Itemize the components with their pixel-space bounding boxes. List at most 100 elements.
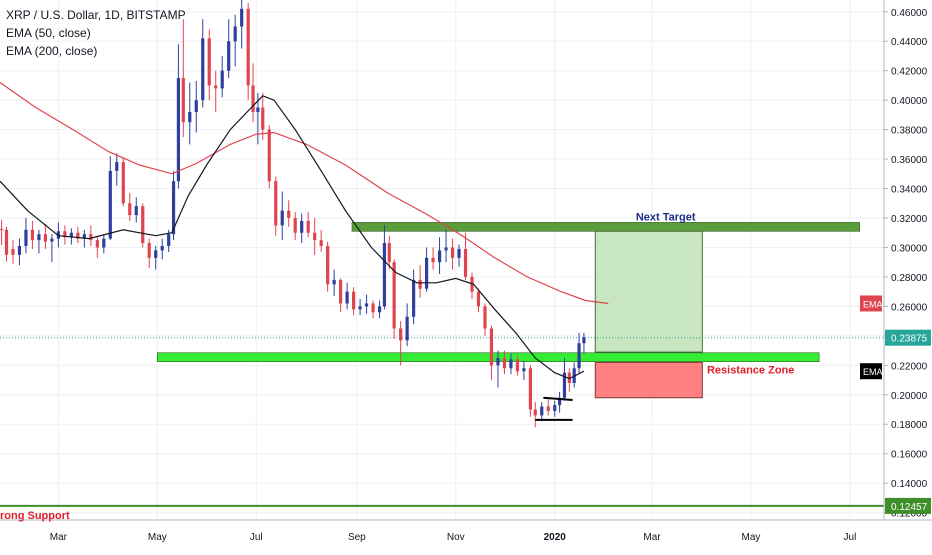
candle-body	[567, 372, 571, 384]
ema-lines	[0, 82, 609, 380]
candle-body	[280, 210, 284, 226]
candle-body	[214, 85, 218, 89]
price-tick-label: 0.34000	[891, 185, 928, 196]
time-tick-label: Mar	[50, 532, 68, 543]
candle-body	[176, 78, 181, 182]
candle-body	[246, 8, 250, 86]
time-tick-label: 2020	[544, 532, 567, 543]
next-target-band	[351, 222, 860, 232]
candle-body	[358, 306, 362, 310]
candle-body	[418, 279, 422, 289]
candle-body	[577, 343, 581, 369]
candle-body	[412, 279, 416, 317]
candle-body	[207, 38, 211, 86]
candle-body	[43, 234, 48, 242]
candle-body	[463, 248, 468, 277]
candle-body	[181, 78, 185, 123]
price-tick-label: 0.22000	[891, 361, 928, 372]
time-tick-label: Sep	[348, 532, 366, 543]
candle-body	[0, 229, 4, 231]
price-axis[interactable]: 0.46000 0.44000 0.42000 0.40000 0.38000 0.360…	[860, 0, 932, 520]
candle-body	[267, 129, 271, 182]
resistance-band	[157, 352, 820, 362]
price-axis-bg	[884, 0, 932, 520]
candle-body	[382, 243, 387, 307]
candle-body	[160, 246, 164, 251]
last-price-badge-bg	[885, 329, 931, 346]
time-axis[interactable]: Mar May Jul Sep Nov 2020 Mar May Jul	[0, 519, 932, 550]
candle-body	[89, 234, 93, 241]
legend-symbol[interactable]: XRP / U.S. Dollar, 1D, BITSTAMP	[6, 8, 186, 22]
candle-body	[115, 162, 119, 171]
candle-body	[30, 229, 35, 241]
ema200-badge-bg	[860, 295, 882, 312]
price-tick-label: 0.14000	[891, 479, 928, 490]
grid	[0, 0, 884, 520]
candle-body	[11, 248, 15, 255]
ema50-badge: EMA	[863, 367, 883, 377]
time-tick-label: May	[742, 532, 761, 543]
candle-body	[399, 328, 403, 341]
candle-body	[483, 306, 487, 329]
candle-body	[562, 372, 567, 398]
candle-body	[293, 218, 297, 233]
candle-body	[509, 359, 513, 369]
candle-body	[63, 231, 67, 238]
candle-body	[194, 100, 198, 112]
candle-body	[306, 220, 310, 233]
candle-body	[188, 111, 192, 123]
candle-body	[141, 206, 145, 244]
candle-body	[515, 359, 520, 372]
legend-ema200[interactable]: EMA (200, close)	[6, 44, 98, 58]
legend-ema50[interactable]: EMA (50, close)	[6, 26, 91, 40]
candle-body	[300, 220, 304, 233]
candle-body	[76, 232, 80, 239]
candle-body	[121, 162, 125, 204]
price-tick-label: 0.26000	[891, 302, 928, 313]
candle-body	[364, 303, 369, 307]
candle-body	[50, 238, 54, 242]
candle-bodies	[0, 8, 586, 416]
candle-body	[227, 41, 231, 71]
resistance-zone-label: Resistance Zone	[707, 365, 794, 377]
candle-body	[345, 291, 349, 304]
candle-body	[261, 107, 265, 130]
price-tick-label: 0.20000	[891, 391, 928, 402]
time-tick-label: Nov	[447, 532, 465, 543]
candle-body	[4, 229, 9, 255]
candle-body	[444, 247, 448, 251]
candle-body	[546, 406, 550, 411]
candle-body	[240, 8, 244, 27]
candle-body	[424, 257, 429, 289]
stop-zone-box	[594, 361, 703, 399]
candle-body	[431, 257, 435, 263]
drawing-zones	[0, 222, 884, 507]
candle-body	[154, 250, 158, 258]
candle-body	[108, 170, 112, 239]
candle-body	[69, 232, 73, 238]
price-tick-label: 0.30000	[891, 243, 928, 254]
candle-body	[405, 316, 409, 341]
candle-body	[326, 246, 330, 285]
price-tick-label: 0.36000	[891, 155, 928, 166]
chart-legend: XRP / U.S. Dollar, 1D, BITSTAMP EMA (50,…	[6, 6, 186, 60]
candle-body	[171, 181, 176, 235]
candle-body	[95, 240, 99, 248]
time-axis-bg	[0, 520, 932, 550]
candle-body	[352, 291, 356, 310]
price-tick-label: 0.40000	[891, 96, 928, 107]
candle-body	[339, 279, 343, 304]
time-tick-label: May	[148, 532, 167, 543]
candle-body	[201, 38, 205, 101]
candle-body	[313, 232, 317, 241]
candle-body	[134, 206, 138, 216]
candle-body	[557, 397, 562, 406]
candle-body	[540, 406, 544, 416]
trend-segment	[543, 396, 573, 401]
candle-body	[582, 337, 586, 344]
candle-body	[128, 203, 132, 216]
candle-body	[167, 234, 171, 247]
candle-body	[522, 368, 526, 372]
